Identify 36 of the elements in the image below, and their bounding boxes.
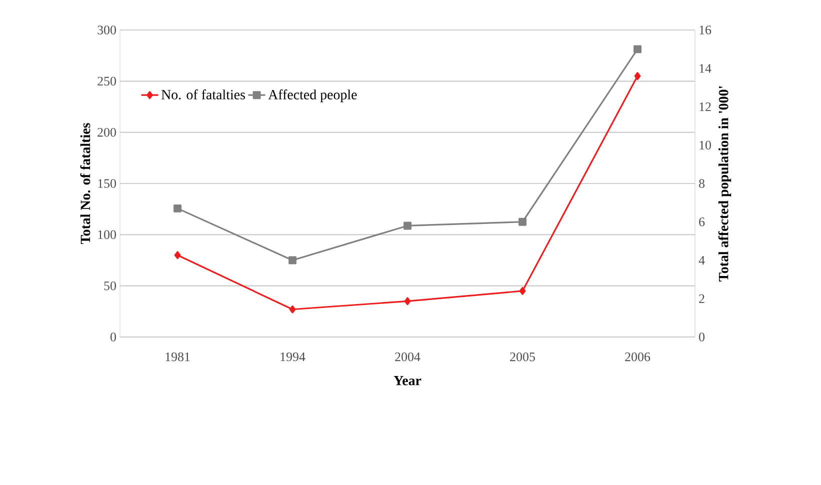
- point: [634, 45, 642, 54]
- y2-tick-label: 16: [700, 26, 712, 34]
- legend-label: No. of fatalties: [161, 89, 245, 100]
- x-tick-label: 2004: [395, 352, 420, 362]
- point: [404, 222, 412, 230]
- y-tick-label: 100: [98, 230, 116, 240]
- point: [289, 305, 296, 314]
- y2-tick-label: 0: [699, 332, 705, 342]
- y-tick-label: 0: [110, 332, 116, 342]
- y2-tick-label: 6: [699, 218, 705, 226]
- point: [634, 72, 641, 80]
- y2-tick-label: 2: [699, 294, 704, 303]
- x-tick-label: 2006: [625, 352, 650, 362]
- x-tick-label: 1994: [280, 352, 306, 362]
- y2-axis-title: Total affected population in '000': [718, 86, 732, 282]
- y-tick-label: 300: [98, 26, 116, 34]
- y2-tick-label: 8: [699, 179, 705, 188]
- point: [174, 204, 182, 212]
- y-tick-label: 250: [98, 76, 116, 86]
- y2-tick-label: 12: [700, 102, 711, 112]
- y2-tick-label: 14: [700, 64, 712, 73]
- x-tick-label: 1981: [166, 352, 190, 362]
- y2-tick-label: 4: [698, 256, 705, 265]
- y2-tick-label: 10: [700, 140, 711, 150]
- y-tick-label: 150: [98, 179, 116, 188]
- point: [288, 256, 296, 264]
- legend-label: Affected people: [268, 89, 357, 102]
- x-axis-title: Year: [394, 376, 422, 386]
- x-tick-label: 2005: [510, 352, 535, 362]
- point: [518, 218, 526, 226]
- point: [174, 251, 181, 260]
- y-axis-title: Total No. of fatalties: [80, 123, 90, 244]
- y-tick-label: 50: [104, 281, 116, 290]
- point: [404, 297, 411, 306]
- y-tick-label: 200: [98, 128, 116, 137]
- point: [519, 286, 526, 295]
